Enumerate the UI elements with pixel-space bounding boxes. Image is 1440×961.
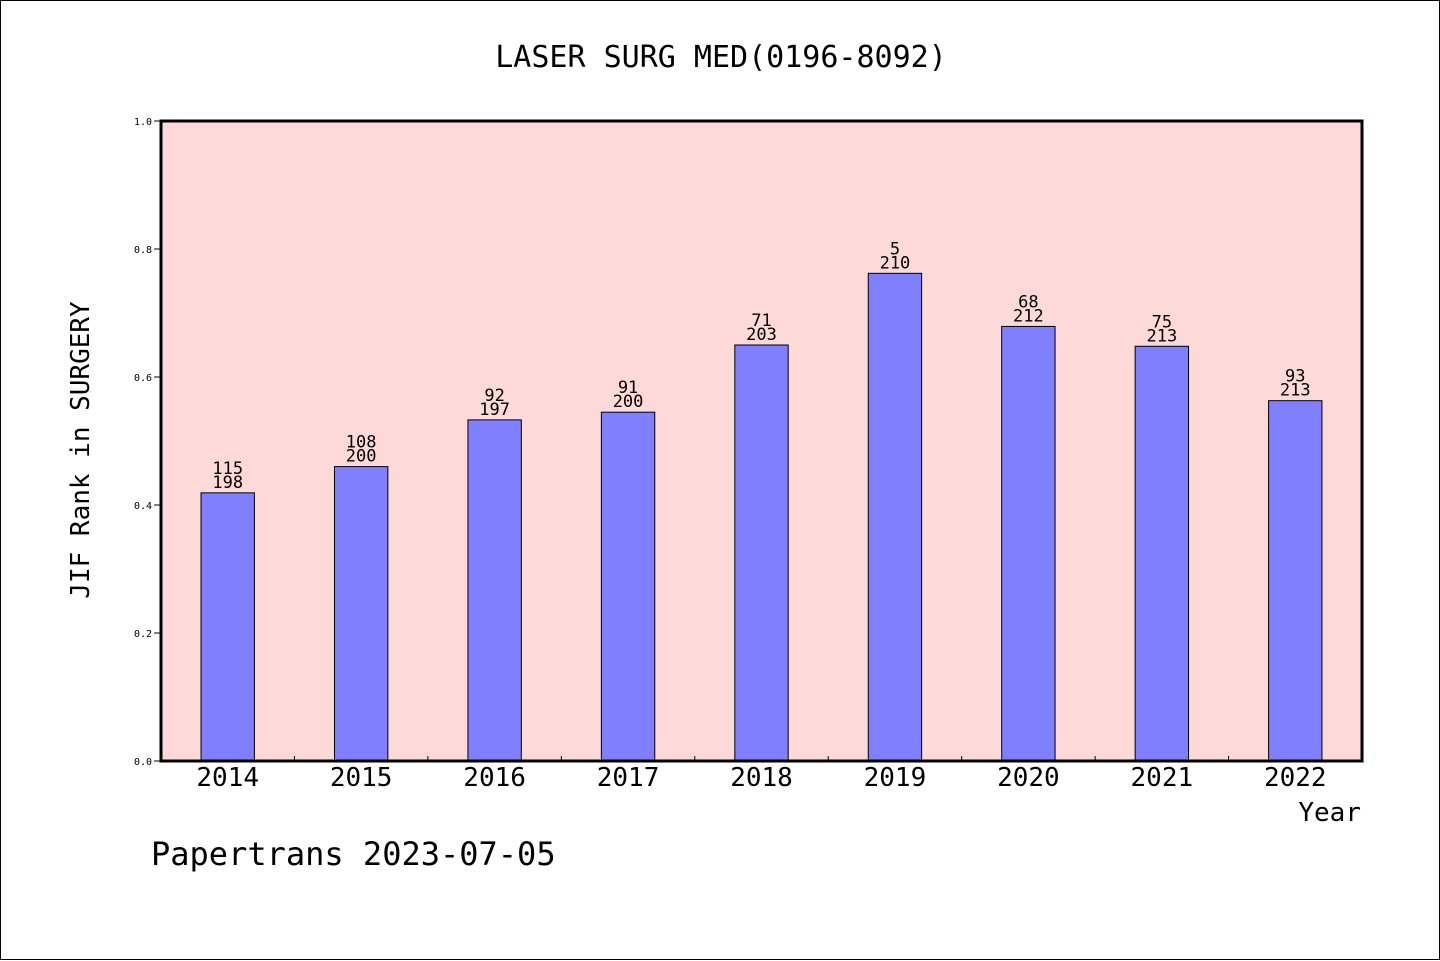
y-tick-label: 0.0 — [134, 757, 152, 768]
x-tick-label: 2014 — [196, 763, 259, 793]
x-tick-label: 2017 — [597, 763, 660, 793]
bars-group — [200, 272, 1323, 762]
x-tick-label: 2020 — [997, 763, 1060, 793]
bar-total-label: 198 — [212, 473, 243, 493]
bar-2017 — [600, 411, 656, 762]
bar-2016 — [467, 419, 522, 762]
x-tick-label: 2019 — [864, 763, 927, 793]
bar-total-label: 197 — [479, 400, 510, 420]
bar-2020 — [1001, 325, 1056, 762]
bar-rank-label: 68 — [1018, 292, 1038, 312]
y-axis: 0.0 0.2 0.4 0.6 0.8 1.0 — [134, 117, 161, 768]
plot-border — [159, 119, 1364, 763]
bar-2015 — [333, 466, 389, 762]
footer-text: Papertrans 2023-07-05 — [151, 835, 556, 873]
x-tick-label: 2022 — [1264, 763, 1327, 793]
x-tick-label: 2015 — [330, 763, 393, 793]
chart-title: LASER SURG MED(0196-8092) — [495, 40, 947, 75]
x-tick-label: 2018 — [730, 763, 793, 793]
bar-rank-label: 108 — [346, 433, 377, 453]
y-axis-label: JIF Rank in SURGERY — [66, 301, 96, 599]
bar-total-label: 200 — [613, 392, 644, 412]
x-axis: 2014 2015 2016 2017 2018 2019 2020 2021 2022 — [196, 756, 1327, 793]
bar-total-label: 213 — [1146, 326, 1177, 346]
bar-rank-label: 71 — [751, 311, 771, 331]
bar-2014 — [200, 492, 255, 762]
y-tick-label: 0.8 — [134, 245, 152, 256]
bar-2018 — [734, 344, 789, 762]
y-tick-label: 1.0 — [134, 117, 152, 128]
bar-rank-label: 91 — [618, 378, 638, 398]
bar-rank-label: 93 — [1285, 367, 1305, 387]
bar-2019 — [867, 272, 923, 762]
x-axis-label: Year — [1298, 798, 1361, 828]
x-tick-label: 2021 — [1131, 763, 1194, 793]
bar-total-label: 213 — [1280, 381, 1311, 401]
bar-total-label: 212 — [1013, 306, 1044, 326]
bar-total-label: 210 — [880, 253, 911, 273]
bar-rank-label: 92 — [484, 386, 504, 406]
y-tick-label: 0.4 — [134, 501, 152, 512]
bar-2022 — [1268, 400, 1323, 762]
y-tick-label: 0.6 — [134, 373, 152, 384]
x-tick-label: 2016 — [463, 763, 526, 793]
bar-rank-label: 75 — [1152, 312, 1172, 332]
bar-rank-label: 115 — [212, 459, 243, 479]
y-tick-label: 0.2 — [134, 629, 152, 640]
bar-total-label: 203 — [746, 325, 777, 345]
bar-total-label: 200 — [346, 447, 377, 467]
bar-rank-label: 5 — [890, 239, 900, 259]
bar-2021 — [1134, 345, 1190, 762]
